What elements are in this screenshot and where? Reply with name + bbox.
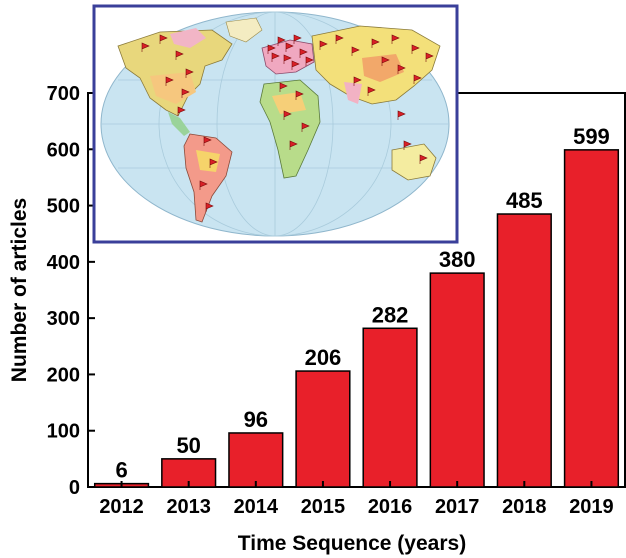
map-flag-marker: [381, 56, 390, 66]
bar-value-label: 599: [573, 124, 610, 149]
x-tick-label: 2017: [435, 496, 480, 518]
africa-shape: [259, 79, 321, 179]
y-tick-label: 600: [47, 139, 80, 161]
map-markers: [141, 34, 434, 212]
map-flag-marker: [305, 56, 314, 66]
north-africa-region-shape: [272, 92, 306, 114]
map-flag-marker: [353, 76, 362, 86]
map-flag-marker: [411, 44, 420, 54]
bar-2017: [429, 272, 485, 488]
china-region-shape: [362, 54, 404, 82]
bar-value-label: 380: [439, 247, 476, 272]
australia-shape: [391, 143, 437, 181]
x-tick-label: 2019: [569, 496, 614, 518]
map-flag-marker: [291, 60, 300, 70]
x-axis-ticks: 2012 2013 2014 2015 2016 2017 2018 2019: [99, 481, 614, 518]
map-flag-marker: [319, 40, 328, 50]
usa-region-shape: [150, 72, 196, 104]
map-flag-marker: [165, 76, 174, 86]
map-flag-marker: [413, 74, 422, 84]
x-tick-label: 2015: [301, 496, 346, 518]
map-flag-marker: [283, 110, 292, 120]
map-flag-marker: [271, 52, 280, 62]
map-flag-marker: [425, 52, 434, 62]
bar-value-label: 96: [244, 407, 268, 432]
y-tick-label: 400: [47, 252, 80, 274]
x-tick-label: 2016: [368, 496, 413, 518]
map-flag-marker: [367, 86, 376, 96]
y-tick-label: 100: [47, 421, 80, 443]
central-america-shape: [168, 112, 190, 136]
map-flag-marker: [419, 154, 428, 164]
map-flag-marker: [293, 34, 302, 44]
brazil-region-shape: [196, 150, 220, 172]
map-flag-marker: [175, 50, 184, 60]
bar-value-label: 282: [372, 302, 409, 327]
y-tick-label: 0: [69, 477, 80, 499]
bar-value-label: 206: [305, 345, 342, 370]
x-tick-label: 2013: [166, 496, 211, 518]
greenland-shape: [225, 17, 263, 43]
map-flag-marker: [199, 180, 208, 190]
x-tick-label: 2012: [99, 496, 144, 518]
map-flag-marker: [289, 140, 298, 150]
y-tick-label: 700: [47, 83, 80, 105]
map-flag-marker: [159, 34, 168, 44]
y-tick-label: 200: [47, 364, 80, 386]
south-america-shape: [183, 133, 233, 223]
bar-2019: [563, 149, 620, 488]
map-flag-marker: [141, 42, 150, 52]
bar-value-label: 6: [115, 458, 127, 483]
y-tick-label: 300: [47, 308, 80, 330]
map-flag-marker: [335, 34, 344, 44]
bar-value-label: 50: [176, 433, 200, 458]
bar-2018: [496, 213, 552, 488]
map-flag-marker: [285, 42, 294, 52]
map-flag-marker: [177, 106, 186, 116]
world-map-inset: [92, 4, 459, 244]
data-labels: 6 50 96 206 282 380 485 599: [115, 124, 609, 483]
x-tick-label: 2018: [502, 496, 547, 518]
bar-value-label: 485: [506, 188, 543, 213]
map-flag-marker: [203, 136, 212, 146]
map-flag-marker: [351, 46, 360, 56]
map-flag-marker: [295, 90, 304, 100]
map-flag-marker: [371, 38, 380, 48]
india-region-shape: [344, 82, 362, 104]
y-axis-ticks: 0 100 200 300 400 500 600 700: [47, 83, 95, 499]
map-flag-marker: [267, 44, 276, 54]
y-axis-title: Number of articles: [8, 198, 31, 382]
bar-2014: [228, 432, 284, 488]
bar-2015: [295, 370, 351, 488]
map-flag-marker: [185, 68, 194, 78]
y-tick-label: 500: [47, 196, 80, 218]
map-flag-marker: [397, 110, 406, 120]
map-flag-marker: [277, 36, 286, 46]
map-flag-marker: [279, 82, 288, 92]
plot-area: 0 100 200 300 400 500 600 700 6 50 96 206 282 380 485…: [47, 83, 626, 518]
map-flag-marker: [209, 158, 218, 168]
map-flag-marker: [301, 122, 310, 132]
canada-region-shape: [170, 28, 206, 48]
x-axis-title: Time Sequence (years): [238, 532, 466, 555]
map-flag-marker: [397, 64, 406, 74]
map-flag-marker: [299, 48, 308, 58]
map-flag-marker: [205, 202, 214, 212]
map-flag-marker: [391, 34, 400, 44]
map-flag-marker: [403, 140, 412, 150]
map-flag-marker: [283, 54, 292, 64]
bar-2016: [362, 327, 418, 488]
x-tick-label: 2014: [234, 496, 279, 518]
map-flag-marker: [181, 88, 190, 98]
